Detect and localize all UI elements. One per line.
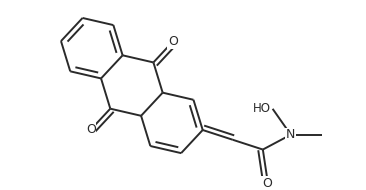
Text: HO: HO [253, 102, 271, 115]
Text: N: N [286, 128, 295, 141]
Text: O: O [168, 35, 178, 48]
Text: O: O [86, 123, 96, 136]
Text: O: O [262, 177, 272, 190]
